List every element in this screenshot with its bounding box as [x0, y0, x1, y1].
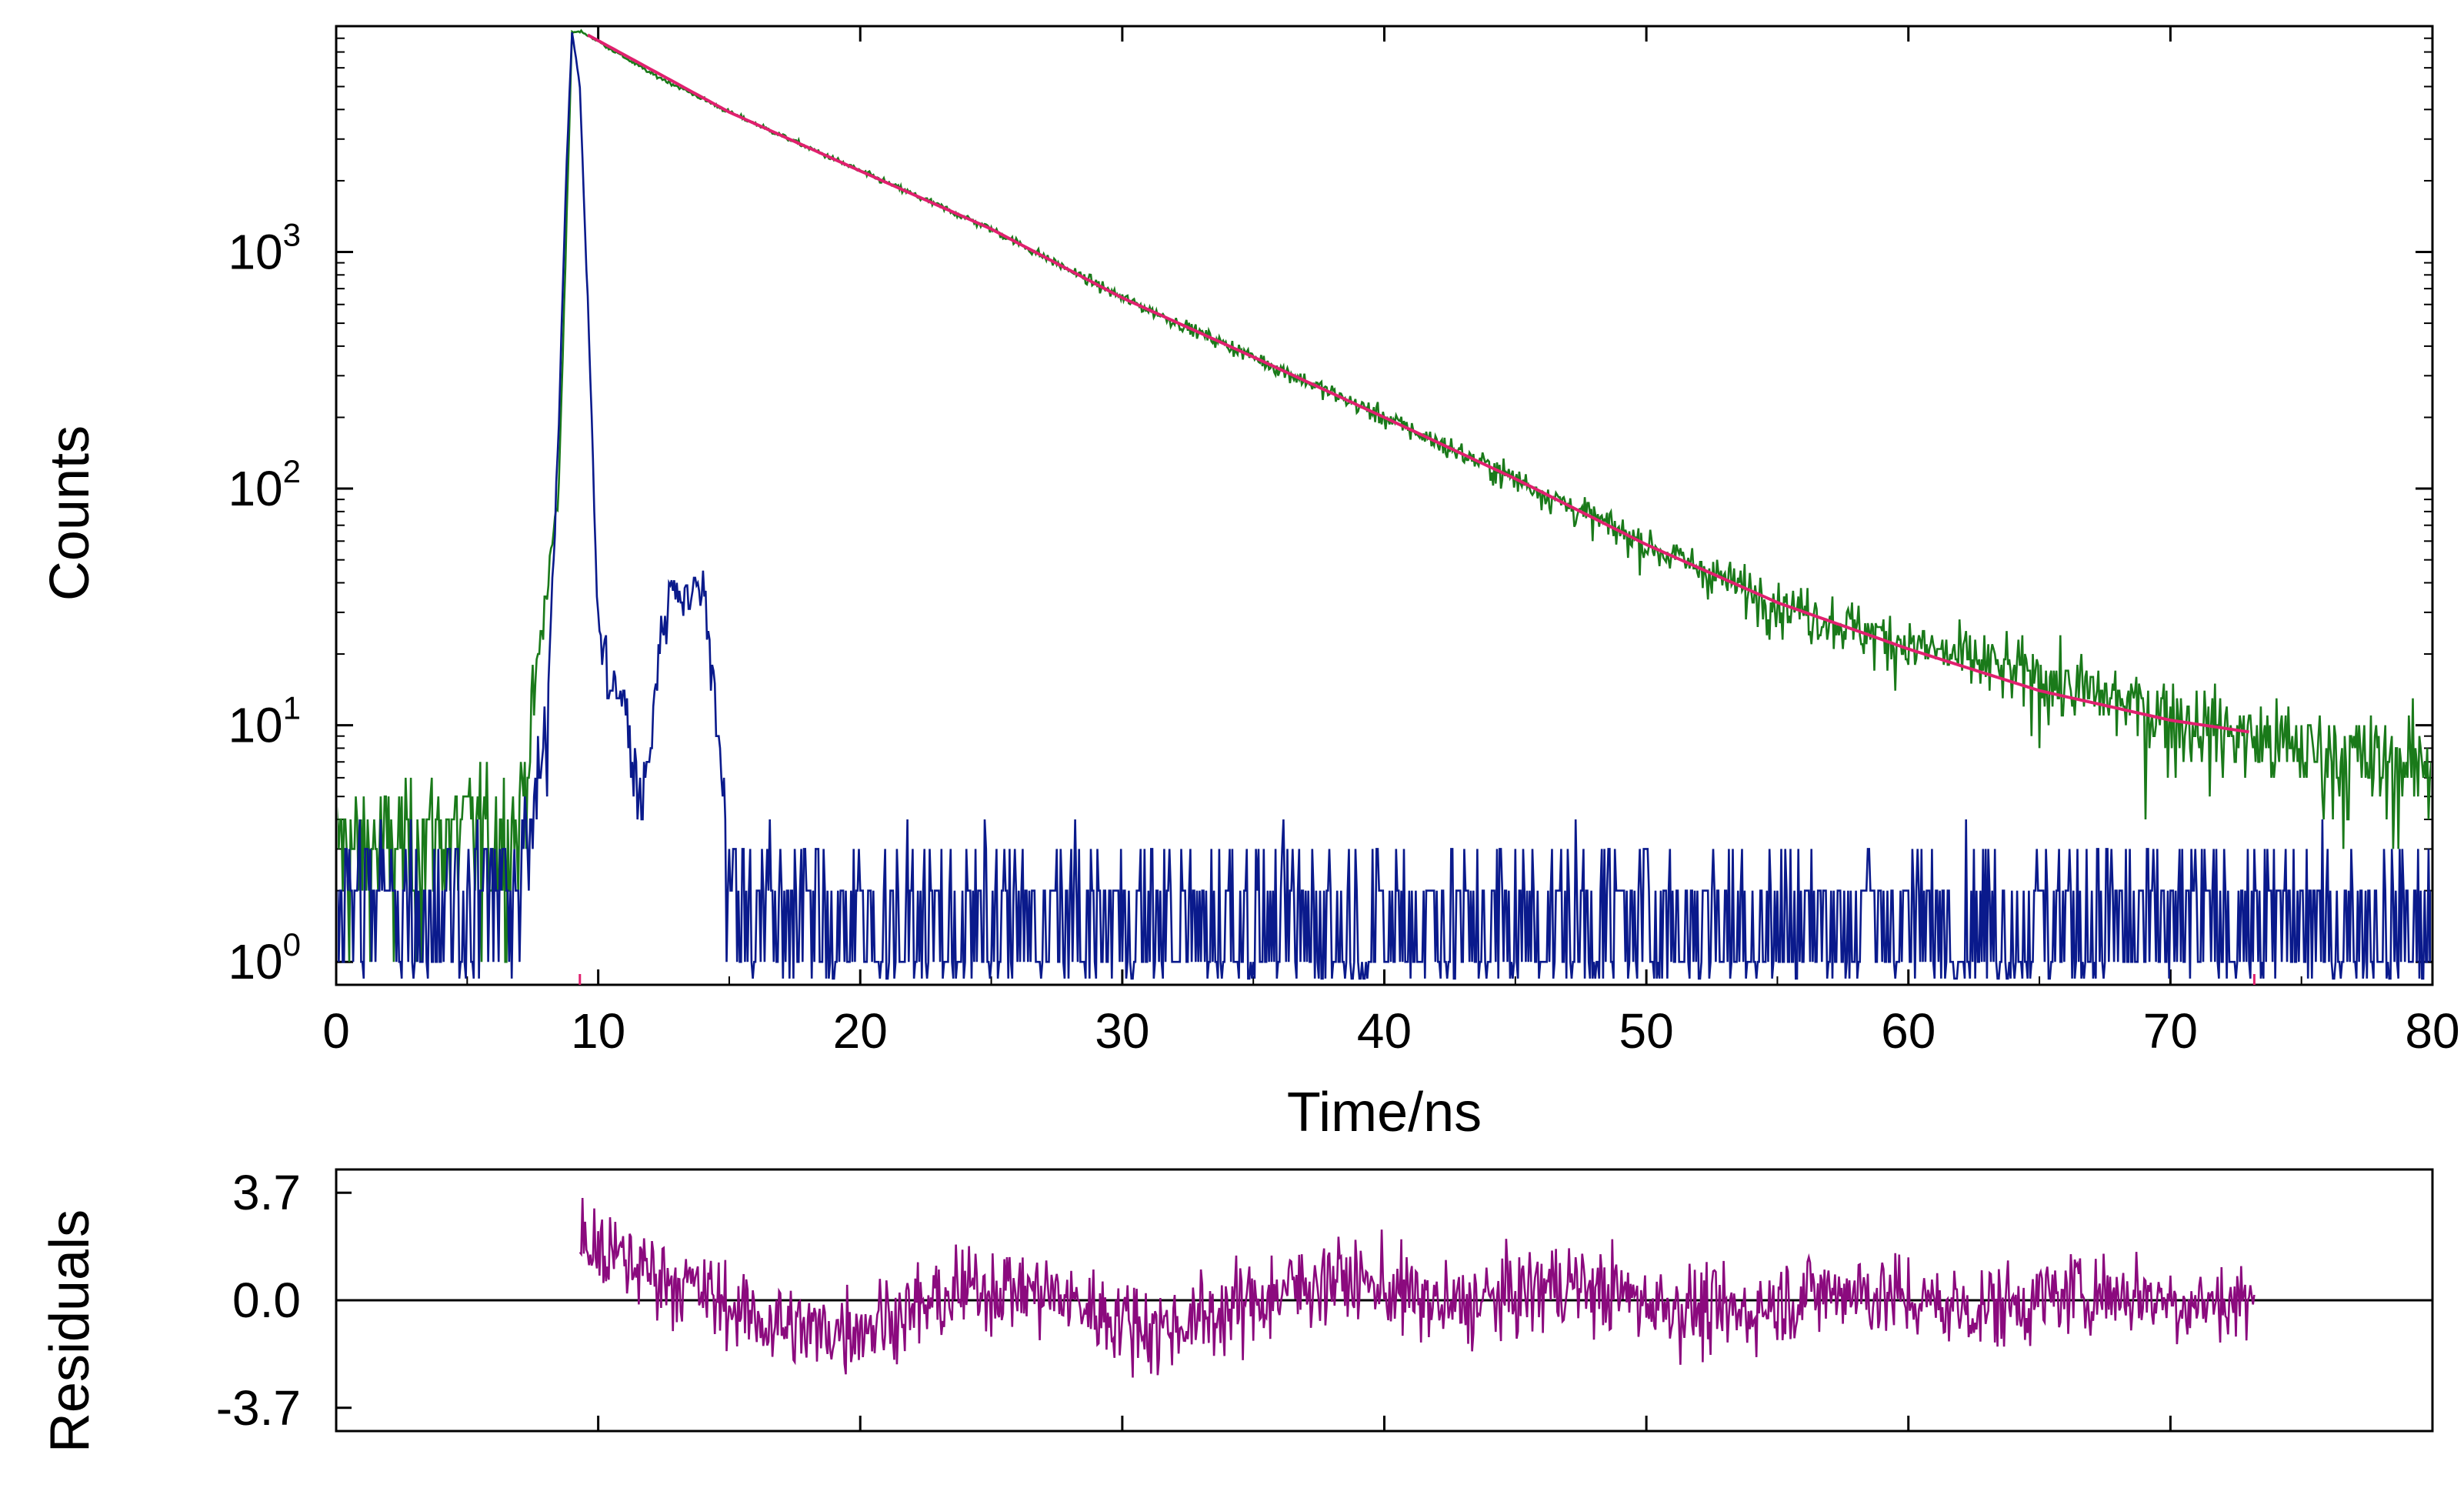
- residual-y-tick-label: 0.0: [232, 1273, 301, 1328]
- x-tick-label: 80: [2405, 1003, 2459, 1059]
- plot-frame: [335, 25, 2434, 986]
- series-fit: [587, 33, 2249, 734]
- residuals-axis-title: Residuals: [39, 1209, 101, 1453]
- decay-plot-panel: 0 10 20 30 40 50 60 70 80 100 101 102 103: [228, 25, 2460, 1059]
- residuals-plot-panel: 3.7 0.0 -3.7: [216, 1165, 2434, 1436]
- x-tick-label: 50: [1619, 1003, 1674, 1059]
- series-residuals: [578, 1197, 2256, 1378]
- x-tick-label: 20: [833, 1003, 888, 1059]
- y-tick-label: 101: [228, 690, 301, 753]
- residual-y-tick-label: 3.7: [232, 1165, 301, 1220]
- residual-y-tick-label: -3.7: [216, 1380, 301, 1436]
- x-tick-label: 70: [2143, 1003, 2198, 1059]
- series-irf: [338, 32, 2431, 980]
- x-tick-label: 30: [1095, 1003, 1149, 1059]
- residual-data-area: [578, 1197, 2256, 1378]
- series-decay: [338, 28, 2431, 963]
- y-tick-label: 102: [228, 453, 301, 516]
- data-area: [338, 28, 2431, 980]
- y-tick-label: 100: [228, 926, 301, 989]
- x-tick-label: 10: [571, 1003, 625, 1059]
- x-tick-label: 0: [322, 1003, 350, 1059]
- y-axis-title: Counts: [39, 425, 101, 601]
- x-tick-label: 40: [1357, 1003, 1412, 1059]
- y-tick-label: 103: [228, 216, 301, 279]
- x-axis-title: Time/ns: [1287, 1082, 1482, 1143]
- x-tick-label: 60: [1881, 1003, 1936, 1059]
